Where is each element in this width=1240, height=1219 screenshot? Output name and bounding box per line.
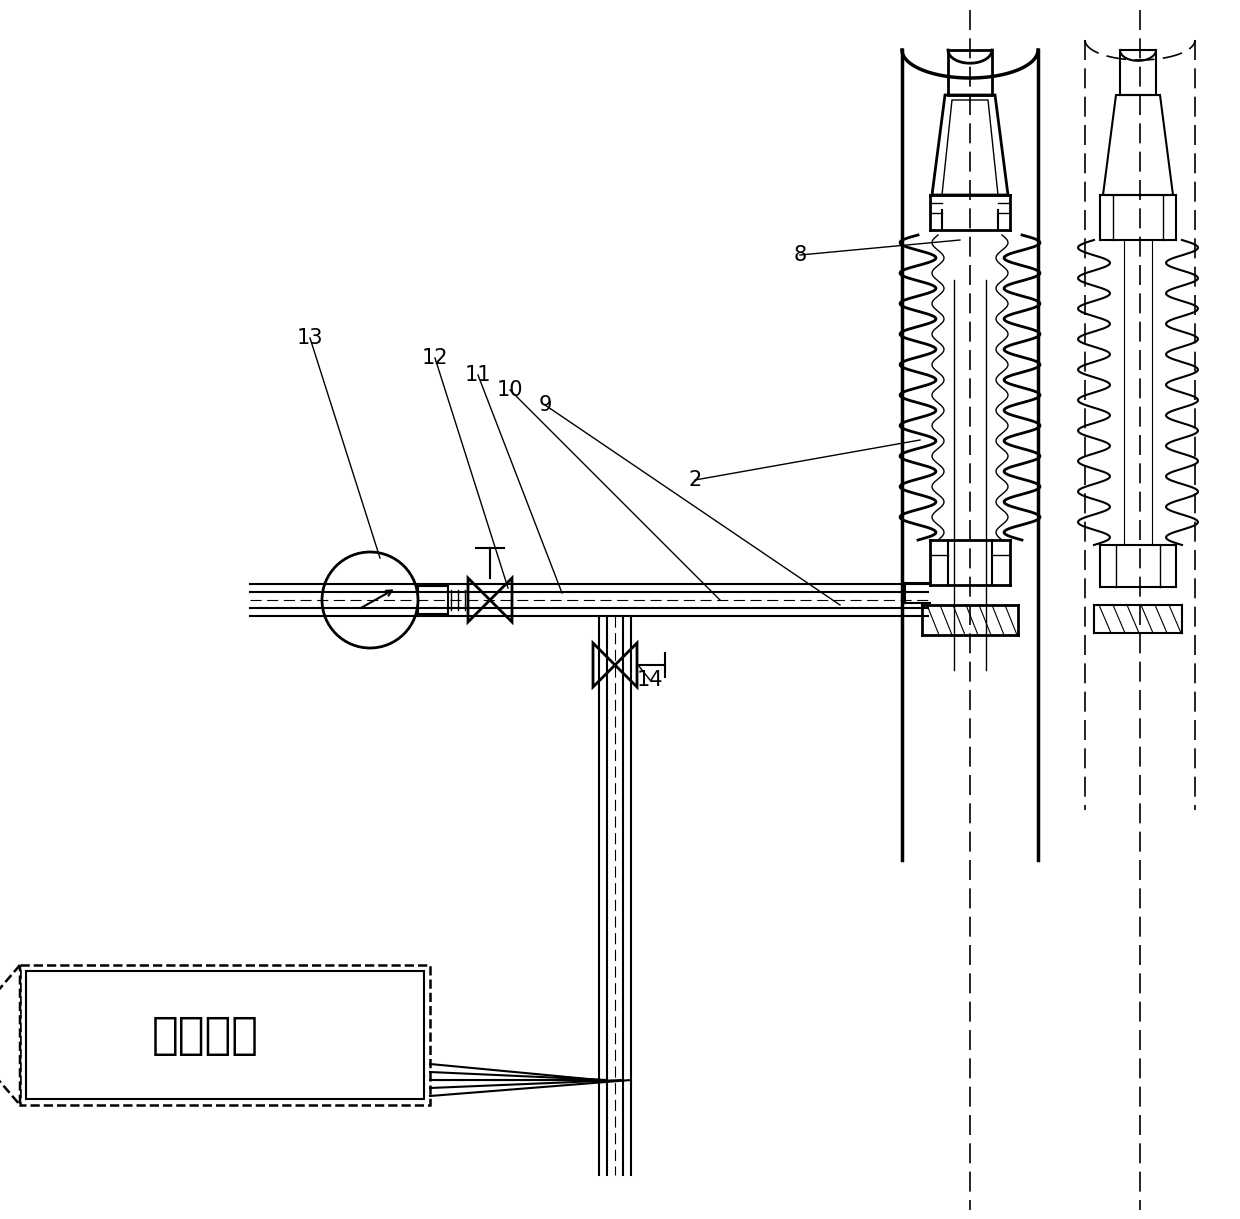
Bar [949, 50, 992, 95]
Bar [418, 586, 448, 614]
Bar [26, 972, 424, 1100]
Text: 充压空气: 充压空气 [151, 1013, 258, 1057]
Text: 11: 11 [465, 364, 491, 385]
Text: 10: 10 [497, 380, 523, 400]
Text: 13: 13 [296, 328, 324, 347]
Text: 9: 9 [538, 395, 552, 414]
Text: 12: 12 [422, 347, 448, 368]
Text: 14: 14 [637, 670, 663, 690]
Bar [1120, 50, 1156, 95]
Text: 8: 8 [794, 245, 806, 265]
Polygon shape [0, 965, 20, 1104]
Text: 2: 2 [688, 471, 702, 490]
Bar [20, 965, 430, 1104]
Polygon shape [467, 578, 490, 622]
Polygon shape [615, 642, 637, 688]
Polygon shape [490, 578, 512, 622]
Polygon shape [593, 642, 615, 688]
